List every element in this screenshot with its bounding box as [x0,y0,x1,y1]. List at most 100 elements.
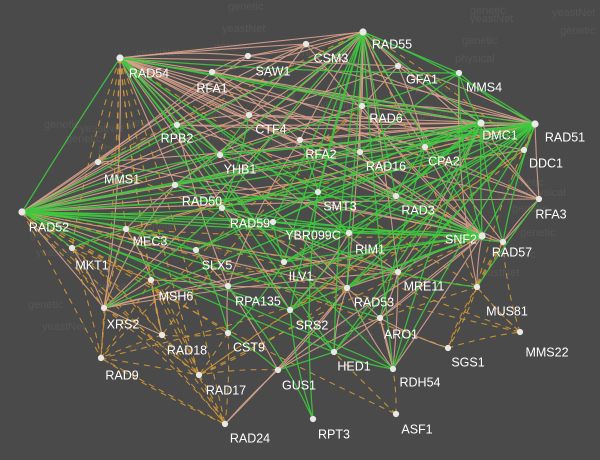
graph-node-rfa3[interactable] [535,195,543,203]
graph-edge [224,287,348,425]
graph-node-cpa2[interactable] [421,143,429,151]
graph-node-snf2[interactable] [478,232,486,240]
graph-edge [277,235,483,371]
graph-edge [224,332,230,425]
graph-node-saw1[interactable] [244,52,252,60]
graph-node-mkt1[interactable] [68,244,76,252]
graph-node-sgs1[interactable] [444,344,452,352]
graph-edge [150,279,163,336]
graph-node-mms22[interactable] [516,328,524,336]
node-label-snf2: SNF2 [445,232,477,246]
graph-node-mec3[interactable] [122,225,130,233]
graph-node-msh6[interactable] [147,276,155,284]
graph-node-rim1[interactable] [345,229,353,237]
graph-edge [247,43,307,57]
graph-edge [119,57,285,263]
node-label-rad18: RAD18 [167,343,207,357]
graph-node-rad50[interactable] [171,181,179,189]
node-label-rad17: RAD17 [206,383,246,397]
graph-node-yhb1[interactable] [216,151,224,159]
graph-node-gfa1[interactable] [394,62,402,70]
graph-edge [476,235,483,288]
graph-node-rfa2[interactable] [296,136,304,144]
graph-node-rad53[interactable] [343,284,351,292]
graph-node-rad17[interactable] [195,371,203,379]
graph-node-rad54[interactable] [116,54,124,62]
node-layer[interactable] [18,28,543,428]
graph-node-xrs2[interactable] [100,304,108,312]
node-label-sgs1: SGS1 [451,355,484,369]
graph-node-rad51[interactable] [531,120,539,128]
node-label-rad53: RAD53 [354,295,394,309]
graph-node-asf1[interactable] [392,410,400,418]
graph-node-aro1[interactable] [376,314,384,322]
graph-node-cst9[interactable] [224,329,232,337]
graph-edge [198,332,229,376]
watermark-label: physical [455,53,495,65]
graph-node-rpt3[interactable] [309,415,317,423]
graph-edge [119,57,350,234]
graph-edge [333,351,397,415]
graph-node-dmc1[interactable] [477,119,485,127]
graph-edge [119,57,176,186]
graph-edge [224,369,279,425]
graph-edge [379,286,478,319]
graph-edge [100,357,226,425]
graph-edge [21,211,285,263]
graph-node-ddc1[interactable] [520,146,528,154]
graph-edge [395,146,426,197]
graph-edge [289,235,483,311]
graph-node-hed1[interactable] [330,348,338,356]
graph-node-mre11[interactable] [394,268,402,276]
graph-edge [21,211,274,223]
graph-edge [502,198,540,243]
graph-node-csm3[interactable] [302,40,310,48]
graph-edge [21,146,426,213]
graph-node-rad6[interactable] [358,102,366,110]
graph-node-rad55[interactable] [359,28,367,36]
graph-edge [299,139,319,193]
graph-node-rfa1[interactable] [208,68,216,76]
graph-node-srs2[interactable] [286,306,294,314]
graph-edge [272,31,364,223]
graph-edge [21,211,397,415]
graph-node-rpa135[interactable] [224,282,232,290]
graph-node-slx5[interactable] [192,246,200,254]
graph-edge [447,241,504,349]
graph-edge [174,184,223,209]
graph-node-rad18[interactable] [158,331,166,339]
graph-edge [299,122,482,141]
graph-node-rad57[interactable] [499,238,507,246]
graph-node-rad16[interactable] [356,148,364,156]
graph-edge [219,31,364,156]
graph-edge [100,228,127,359]
graph-node-ybr099c[interactable] [269,218,277,226]
graph-node-rdh54[interactable] [389,365,397,373]
graph-node-rad3[interactable] [392,192,400,200]
node-label-saw1: SAW1 [256,64,291,78]
graph-edge [161,334,226,425]
graph-node-rad24[interactable] [221,420,229,428]
watermark-label: genetic [228,1,264,13]
graph-node-rad52[interactable] [18,208,26,216]
graph-node-ilv1[interactable] [280,258,288,266]
graph-edge [103,57,121,309]
graph-edge [272,221,285,263]
node-label-srs2: SRS2 [296,318,329,332]
graph-node-mus81[interactable] [473,283,481,291]
graph-edge [362,31,394,370]
graph-edge [211,71,540,200]
graph-edge [21,211,449,349]
graph-node-rad9[interactable] [97,354,105,362]
graph-node-rad59[interactable] [218,204,226,212]
graph-edge [289,309,314,420]
graph-node-gus1[interactable] [274,366,282,374]
graph-node-ctf4[interactable] [245,111,253,119]
graph-node-rpb2[interactable] [173,121,181,129]
edge-layer [21,31,540,425]
graph-node-mms1[interactable] [94,158,102,166]
graph-node-smt3[interactable] [314,188,322,196]
graph-node-mms4[interactable] [455,69,463,77]
